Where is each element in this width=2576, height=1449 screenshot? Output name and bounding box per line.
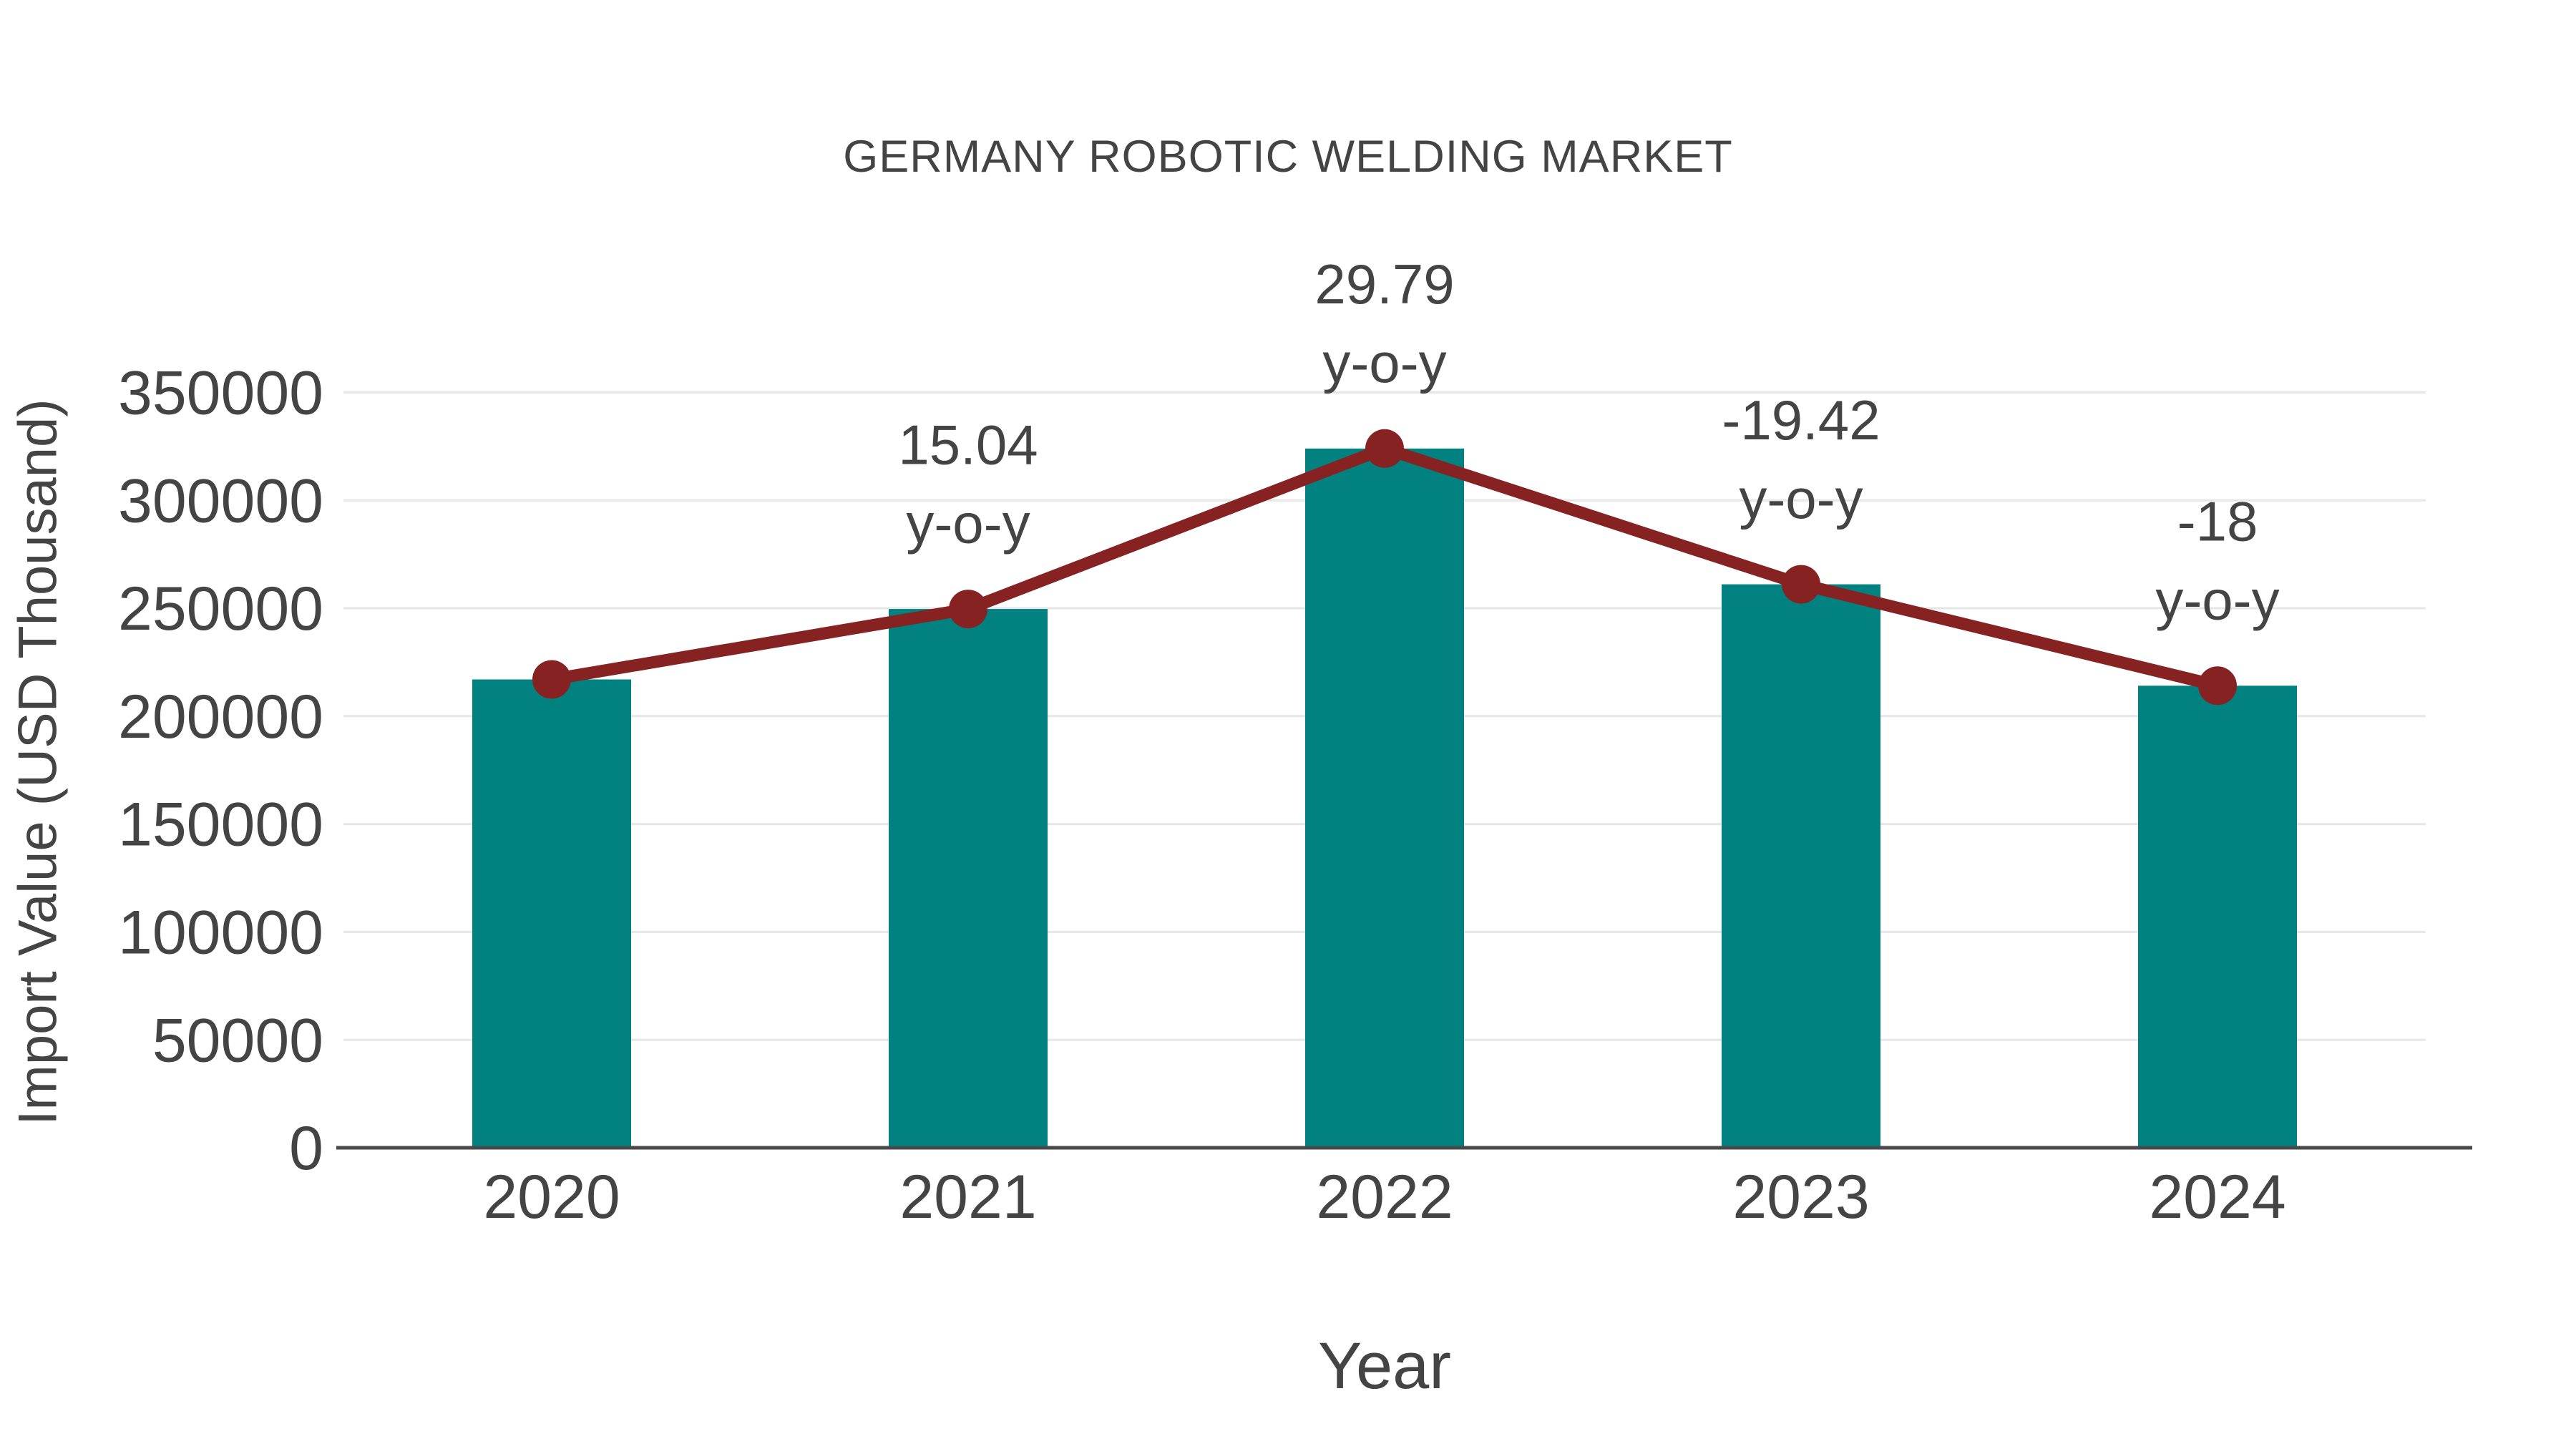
bar-2024: [2138, 686, 2297, 1148]
yoy-marker-2024: [2198, 666, 2237, 706]
annotation-suffix-2021: y-o-y: [906, 492, 1030, 555]
yoy-marker-2022: [1365, 429, 1404, 468]
y-tick-label: 150000: [118, 791, 323, 859]
y-tick-label: 250000: [118, 575, 323, 643]
y-axis-title: Import Value (USD Thousand): [8, 399, 69, 1125]
y-tick-label: 0: [289, 1114, 323, 1183]
x-tick-label: 2024: [2149, 1163, 2285, 1231]
bar-2021: [889, 609, 1048, 1148]
annotation-suffix-2023: y-o-y: [1739, 467, 1863, 530]
annotation-suffix-2024: y-o-y: [2155, 569, 2279, 632]
bar-2022: [1305, 448, 1464, 1148]
yoy-marker-2020: [532, 660, 571, 699]
annotation-value-2023: -19.42: [1722, 389, 1880, 452]
x-tick-label: 2022: [1316, 1163, 1453, 1231]
x-tick-label: 2023: [1732, 1163, 1869, 1231]
bar-2023: [1722, 584, 1880, 1148]
annotation-value-2021: 15.04: [898, 413, 1038, 476]
y-tick-label: 100000: [118, 899, 323, 967]
x-tick-label: 2021: [899, 1163, 1036, 1231]
bar-2020: [472, 679, 631, 1148]
y-tick-label: 350000: [118, 359, 323, 428]
annotation-value-2024: -18: [2177, 490, 2258, 553]
y-tick-label: 300000: [118, 467, 323, 535]
yoy-marker-2023: [1782, 565, 1820, 604]
annotation-suffix-2022: y-o-y: [1322, 331, 1446, 394]
chart-title: GERMANY ROBOTIC WELDING MARKET: [843, 132, 1732, 182]
x-axis-title: Year: [1318, 1330, 1451, 1402]
yoy-marker-2021: [949, 590, 987, 629]
x-tick-label: 2020: [483, 1163, 620, 1231]
y-tick-label: 200000: [118, 683, 323, 751]
plot-area: 0 50000 100000 150000 200000 250000 300000 3500…: [118, 253, 2472, 1231]
annotation-value-2022: 29.79: [1314, 253, 1454, 316]
y-tick-label: 50000: [152, 1006, 323, 1075]
